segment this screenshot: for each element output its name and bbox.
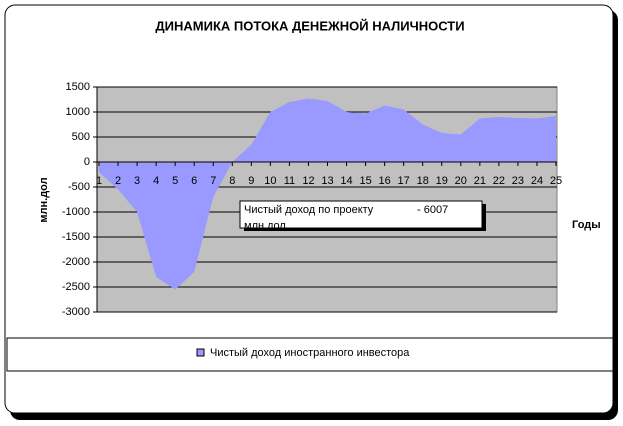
x-tick-label: 13	[321, 175, 333, 187]
chart-title: ДИНАМИКА ПОТОКА ДЕНЕЖНОЙ НАЛИЧНОСТИ	[155, 18, 464, 33]
legend-items: Чистый доход иностранного инвестора	[196, 347, 410, 359]
x-tick-label: 16	[379, 175, 391, 187]
x-axis-label: Годы	[572, 219, 601, 231]
y-tick-label: 1000	[66, 106, 90, 118]
x-tick-label: 25	[550, 175, 562, 187]
x-tick-label: 21	[474, 175, 486, 187]
y-tick-label: -1000	[62, 206, 90, 218]
annotation-box	[239, 200, 483, 229]
y-tick-label: -3000	[62, 306, 90, 318]
annotation: Чистый доход по проекту - 6007 млн.дол	[244, 204, 448, 232]
x-tick-label: 14	[340, 175, 352, 187]
x-tick-label: 4	[153, 175, 159, 187]
x-tick-label: 12	[302, 175, 314, 187]
area	[99, 98, 556, 290]
y-tick-label: -2000	[62, 256, 90, 268]
x-tick-label: 24	[531, 175, 543, 187]
x-tick-label: 2	[115, 175, 121, 187]
y-tick-label: 0	[84, 156, 90, 168]
annotation-unit: млн.дол	[244, 220, 286, 232]
legend-swatch	[196, 348, 205, 357]
y-tick-label: 500	[72, 131, 90, 143]
x-tick-label: 8	[229, 175, 235, 187]
annotation-amount: - 6007	[417, 204, 448, 216]
x-tick-label: 22	[493, 175, 505, 187]
x-tick-label: 6	[191, 175, 197, 187]
x-tick-label: 11	[284, 175, 295, 187]
plot: -3000 -2500 -2000 -1500 -1000 -500 0 500 1000 150…	[62, 81, 562, 318]
x-tick-label: 20	[455, 175, 467, 187]
x-tick-label: 3	[134, 175, 140, 187]
legend	[6, 337, 614, 372]
x-tick-label: 18	[417, 175, 429, 187]
x-tick-label: 15	[359, 175, 371, 187]
annotation-text: Чистый доход по проекту	[244, 204, 374, 216]
x-tick-label: 19	[436, 175, 448, 187]
x-tick-label: 10	[264, 175, 276, 187]
legend-label: Чистый доход иностранного инвестора	[210, 347, 410, 359]
x-tick-label: 7	[210, 175, 216, 187]
x-tick-label: 9	[248, 175, 254, 187]
x-tick-label: 5	[172, 175, 178, 187]
y-axis-label: млн.дол	[38, 177, 50, 222]
x-tick-label: 1	[96, 175, 102, 187]
y-tick-label: 1500	[66, 81, 90, 93]
y-tick-label: -500	[68, 181, 90, 193]
x-tick-label: 23	[512, 175, 524, 187]
y-tick-label: -1500	[62, 231, 90, 243]
x-tick-label: 17	[398, 175, 410, 187]
y-tick-label: -2500	[62, 281, 90, 293]
